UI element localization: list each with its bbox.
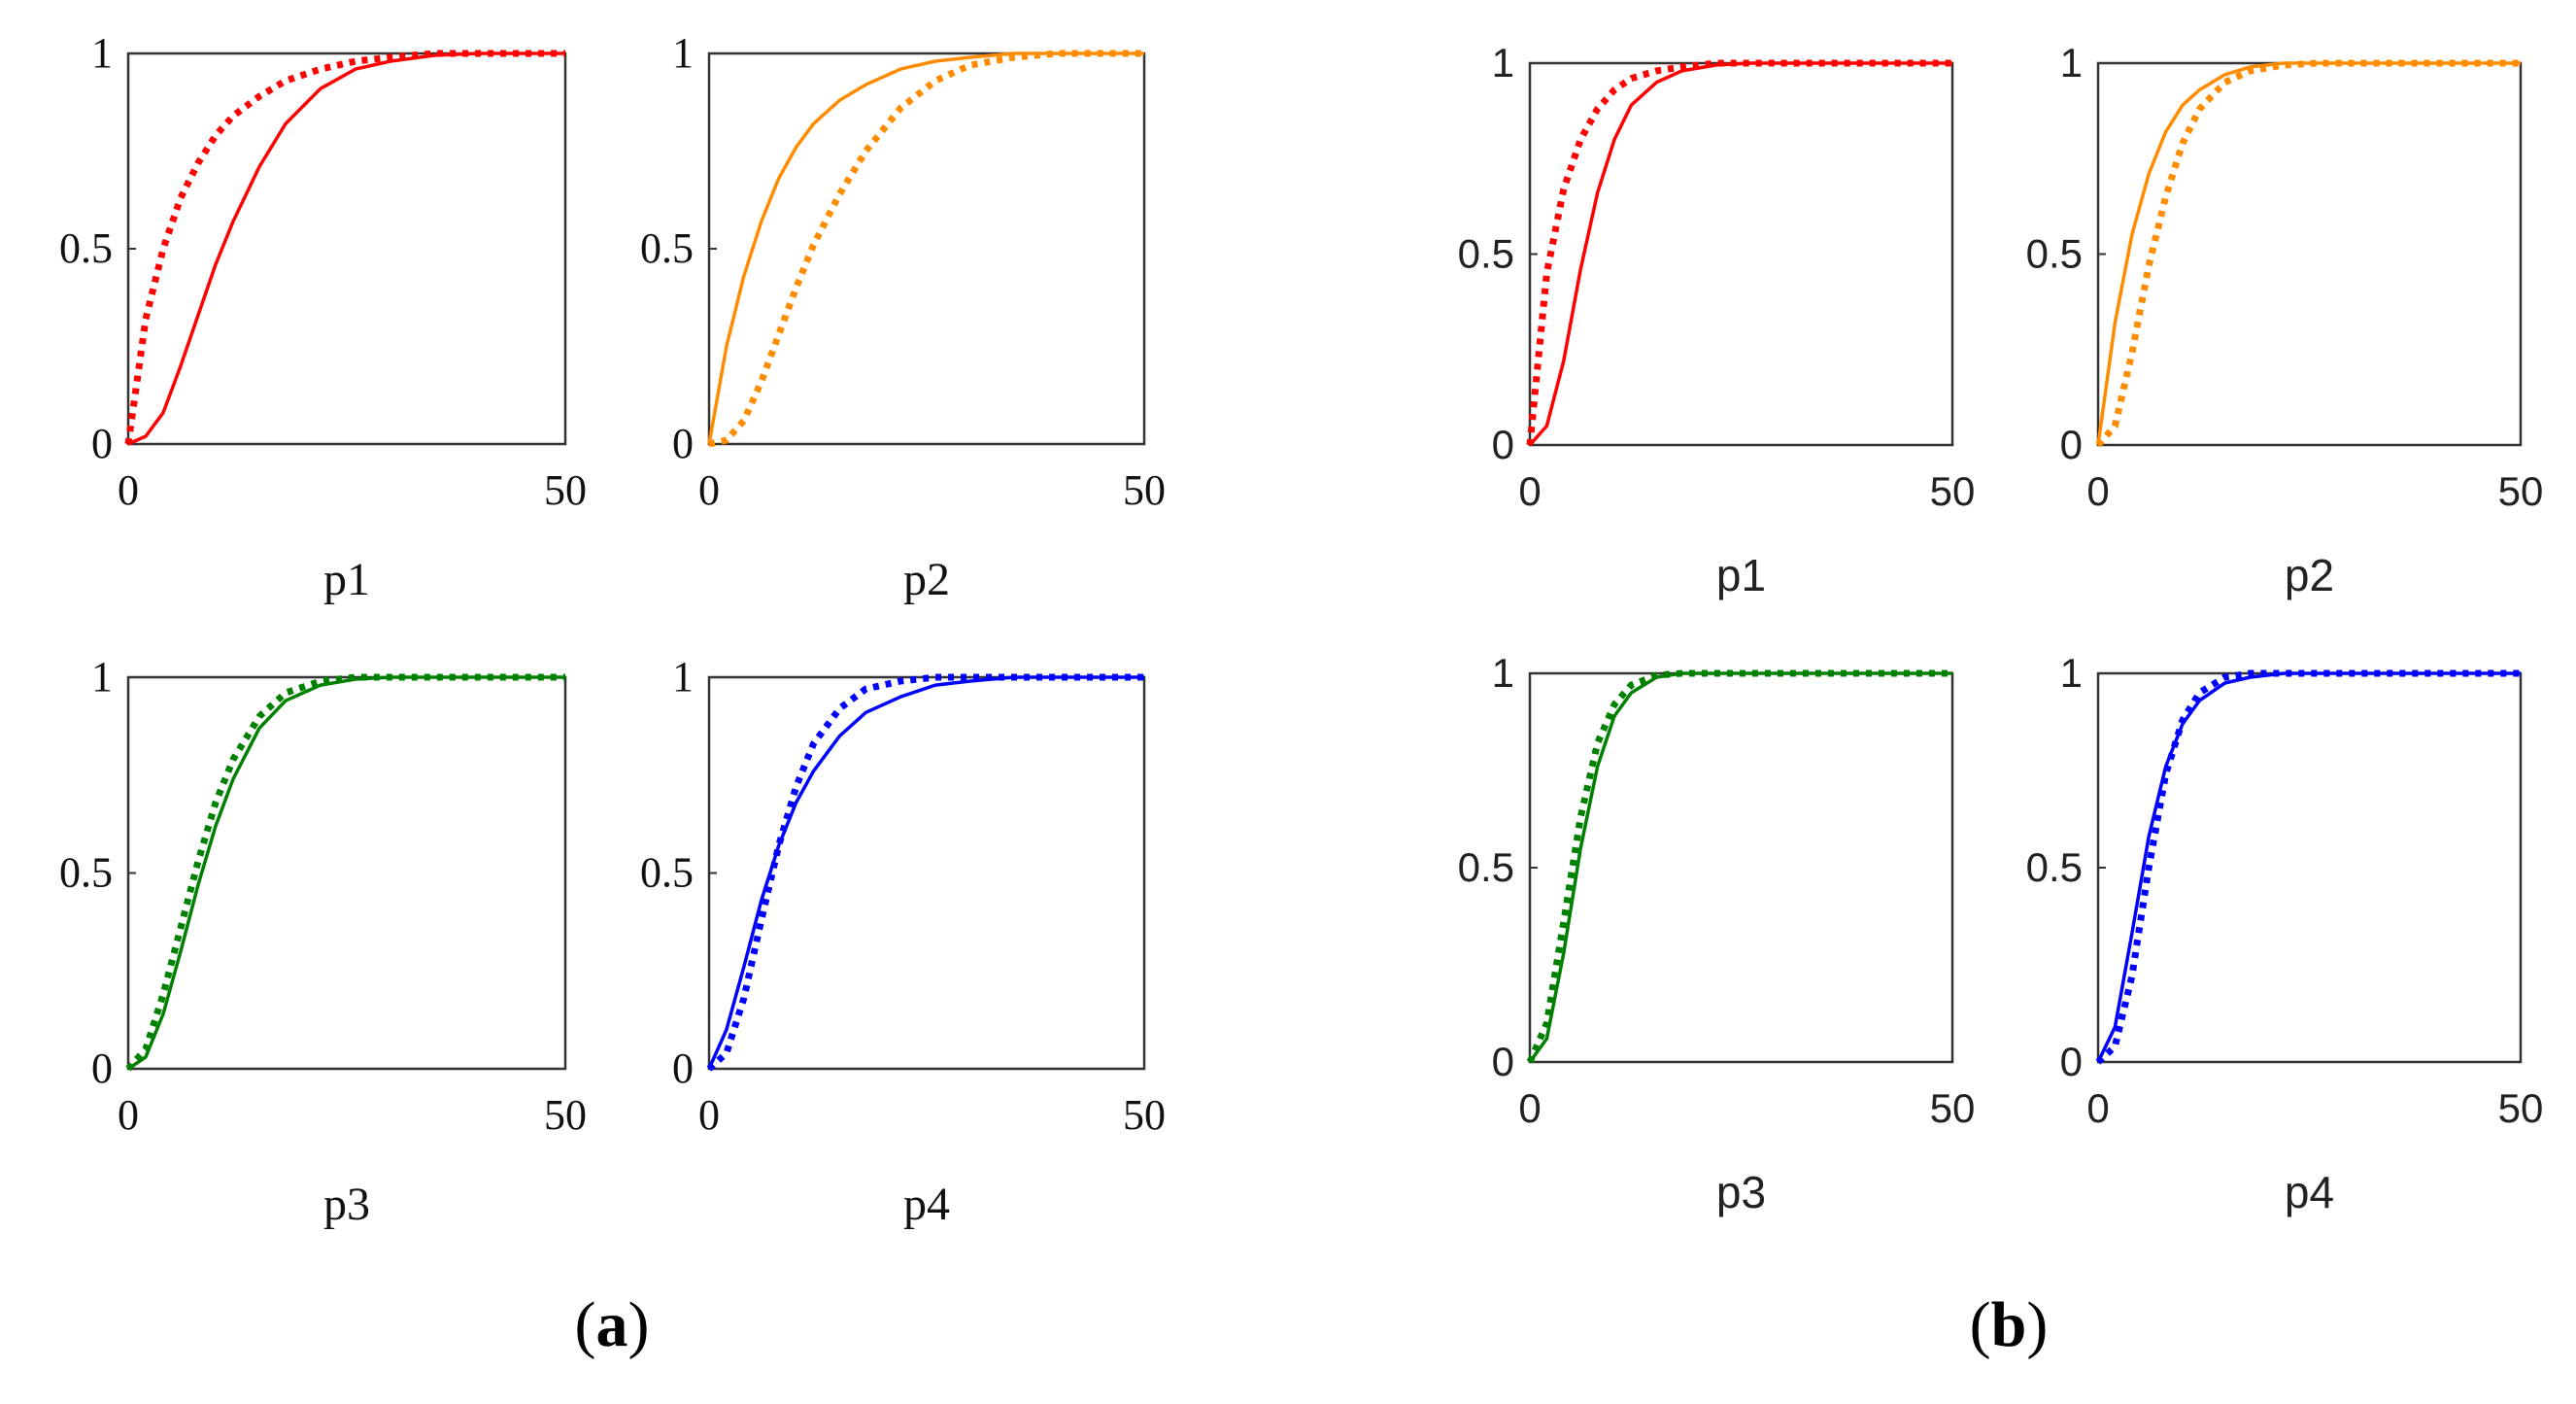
x-tick-label: 0 — [698, 1091, 720, 1139]
x-tick-label: 0 — [698, 466, 720, 514]
y-tick-label: 0 — [91, 420, 113, 467]
x-axis-label: p4 — [2285, 1167, 2334, 1217]
x-tick-label: 0 — [2086, 468, 2109, 514]
subplot-b-p4: 0 0.5 1 0 50 p4 — [2026, 650, 2544, 1217]
x-axis-label: p4 — [903, 1179, 950, 1230]
y-tick-label: 1 — [2060, 650, 2083, 696]
subplot-a-p2: 0 0.5 1 0 50 p2 — [640, 29, 1166, 605]
plot-frame — [126, 675, 567, 1071]
subplot-a-p1: 0 0.5 1 0 50 p1 — [59, 29, 587, 605]
y-tick-label: 0.5 — [1458, 844, 1514, 890]
y-tick-label: 0 — [1492, 1039, 1514, 1084]
y-tick-label: 1 — [2060, 40, 2083, 86]
y-tick-label: 1 — [91, 29, 113, 77]
subplot-b-p1: 0 0.5 1 0 50 p1 — [1458, 40, 1976, 600]
subplot-b-p3: 0 0.5 1 0 50 p3 — [1458, 650, 1976, 1217]
y-tick-label: 0.5 — [59, 849, 113, 897]
subplot-a-p4: 0 0.5 1 0 50 p4 — [640, 653, 1166, 1230]
panel-label-a: (a) — [575, 1289, 650, 1360]
series-line-solid — [1528, 671, 1952, 1064]
x-tick-label: 0 — [1518, 1085, 1541, 1131]
y-tick-label: 0.5 — [640, 224, 694, 272]
series-line-solid — [2096, 61, 2521, 446]
series-line-dotted — [1526, 669, 1952, 1064]
x-tick-label: 0 — [118, 466, 139, 514]
x-tick-label: 50 — [1930, 1085, 1976, 1131]
subplot-a-p3: 0 0.5 1 0 50 p3 — [59, 653, 587, 1230]
series-line-solid — [707, 675, 1144, 1070]
series-line-dotted — [2095, 669, 2521, 1065]
subplot-b-p2: 0 0.5 1 0 50 p2 — [2026, 40, 2544, 600]
plot-frame — [2096, 61, 2523, 447]
series-line-dotted — [2095, 59, 2521, 448]
y-tick-label: 0 — [91, 1044, 113, 1092]
x-axis-label: p3 — [323, 1179, 370, 1230]
x-axis-label: p2 — [903, 554, 950, 605]
x-axis-label: p3 — [1716, 1167, 1766, 1217]
x-tick-label: 0 — [118, 1091, 139, 1139]
y-tick-label: 0.5 — [1458, 231, 1514, 277]
panel-label-b: (b) — [1970, 1289, 2049, 1360]
y-tick-label: 0.5 — [640, 849, 694, 897]
x-tick-label: 50 — [1123, 1091, 1166, 1139]
y-tick-label: 0.5 — [59, 224, 113, 272]
x-tick-label: 50 — [544, 1091, 587, 1139]
x-tick-label: 50 — [2498, 468, 2544, 514]
y-tick-label: 1 — [672, 29, 694, 77]
x-axis-label: p1 — [1716, 550, 1766, 600]
x-tick-label: 50 — [544, 466, 587, 514]
plot-frame — [707, 51, 1146, 446]
x-tick-label: 0 — [1518, 468, 1541, 514]
series-line-solid — [1528, 61, 1952, 447]
plot-frame — [126, 51, 567, 446]
y-tick-label: 1 — [1492, 650, 1514, 696]
series-line-solid — [127, 51, 565, 446]
series-line-solid — [2096, 671, 2521, 1063]
y-tick-label: 1 — [672, 653, 694, 701]
series-line-dotted — [708, 50, 1144, 448]
x-tick-label: 50 — [1930, 468, 1976, 514]
x-tick-label: 50 — [1123, 466, 1166, 514]
series-line-dotted — [706, 673, 1144, 1072]
plot-frame — [707, 675, 1146, 1071]
plot-frame — [2096, 671, 2523, 1064]
plot-frame — [1528, 671, 1954, 1064]
x-tick-label: 50 — [2498, 1085, 2544, 1131]
y-tick-label: 0 — [2060, 422, 2083, 467]
y-tick-label: 0 — [672, 420, 694, 467]
y-tick-label: 1 — [91, 653, 113, 701]
y-tick-label: 0.5 — [2026, 844, 2083, 890]
y-tick-label: 0 — [672, 1044, 694, 1092]
y-tick-label: 0.5 — [2026, 231, 2083, 277]
series-line-solid — [127, 675, 565, 1071]
x-axis-label: p2 — [2285, 550, 2334, 600]
x-axis-label: p1 — [323, 554, 370, 605]
y-tick-label: 1 — [1492, 40, 1514, 86]
plots-layer: 0 0.5 1 0 50 p1 0 0.5 1 0 50 p2 0 0.5 1 0 50 p3 0 0.5 1 0 50 p4… — [59, 29, 2543, 1230]
series-line-solid — [707, 51, 1144, 445]
y-tick-label: 0 — [1492, 422, 1514, 467]
series-line-dotted — [1526, 59, 1952, 446]
y-tick-label: 0 — [2060, 1039, 2083, 1084]
series-line-dotted — [125, 673, 565, 1072]
series-line-dotted — [124, 50, 565, 445]
x-tick-label: 0 — [2086, 1085, 2109, 1131]
